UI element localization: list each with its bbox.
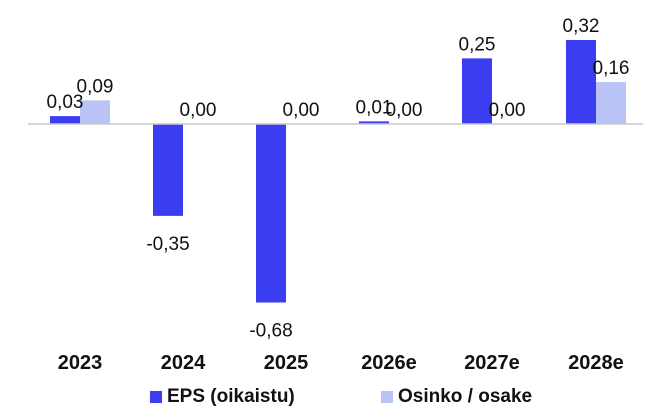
value-label-dividend-2024: 0,00 (180, 100, 217, 121)
legend-label-dividend: Osinko / osake (398, 386, 533, 407)
bar-eps-2027e (462, 58, 492, 124)
category-label-2026e: 2026e (361, 352, 417, 374)
category-label-2025: 2025 (264, 352, 309, 374)
value-label-eps-2026e: 0,01 (356, 97, 393, 118)
bar-eps-2024 (153, 124, 183, 216)
value-label-dividend-2027e: 0,00 (489, 100, 526, 121)
value-label-eps-2027e: 0,25 (459, 34, 496, 55)
bars-group (50, 40, 626, 303)
bar-dividend-2028e (596, 82, 626, 124)
legend-item-dividend: Osinko / osake (381, 386, 532, 408)
value-label-eps-2028e: 0,32 (563, 16, 600, 37)
value-labels-group: 0,030,09-0,350,00-0,680,00 0,010,000,250,… (47, 16, 630, 342)
category-labels-group: 2023 2024 2025 2026e 2027e 2028e (58, 352, 624, 374)
legend-item-eps: EPS (oikaistu) (150, 386, 295, 408)
category-label-2023: 2023 (58, 352, 103, 374)
category-label-2027e: 2027e (464, 352, 520, 374)
value-label-eps-2023: 0,03 (47, 92, 84, 113)
value-label-dividend-2025: 0,00 (283, 100, 320, 121)
legend-swatch-eps (150, 391, 162, 403)
bar-chart: 0,030,09-0,350,00-0,680,00 0,010,000,250,… (28, 16, 643, 374)
legend: EPS (oikaistu) Osinko / osake (0, 386, 671, 412)
value-label-eps-2024: -0,35 (146, 234, 189, 255)
category-label-2028e: 2028e (568, 352, 624, 374)
bar-dividend-2023 (80, 100, 110, 124)
bar-eps-2028e (566, 40, 596, 124)
value-label-dividend-2026e: 0,00 (386, 100, 423, 121)
bar-eps-2023 (50, 116, 80, 124)
legend-label-eps: EPS (oikaistu) (167, 386, 295, 407)
category-label-2024: 2024 (161, 352, 206, 374)
value-label-eps-2025: -0,68 (249, 321, 292, 342)
bar-eps-2026e (359, 121, 389, 124)
bar-eps-2025 (256, 124, 286, 303)
value-label-dividend-2028e: 0,16 (593, 58, 630, 79)
value-label-dividend-2023: 0,09 (77, 76, 114, 97)
legend-swatch-dividend (381, 391, 393, 403)
